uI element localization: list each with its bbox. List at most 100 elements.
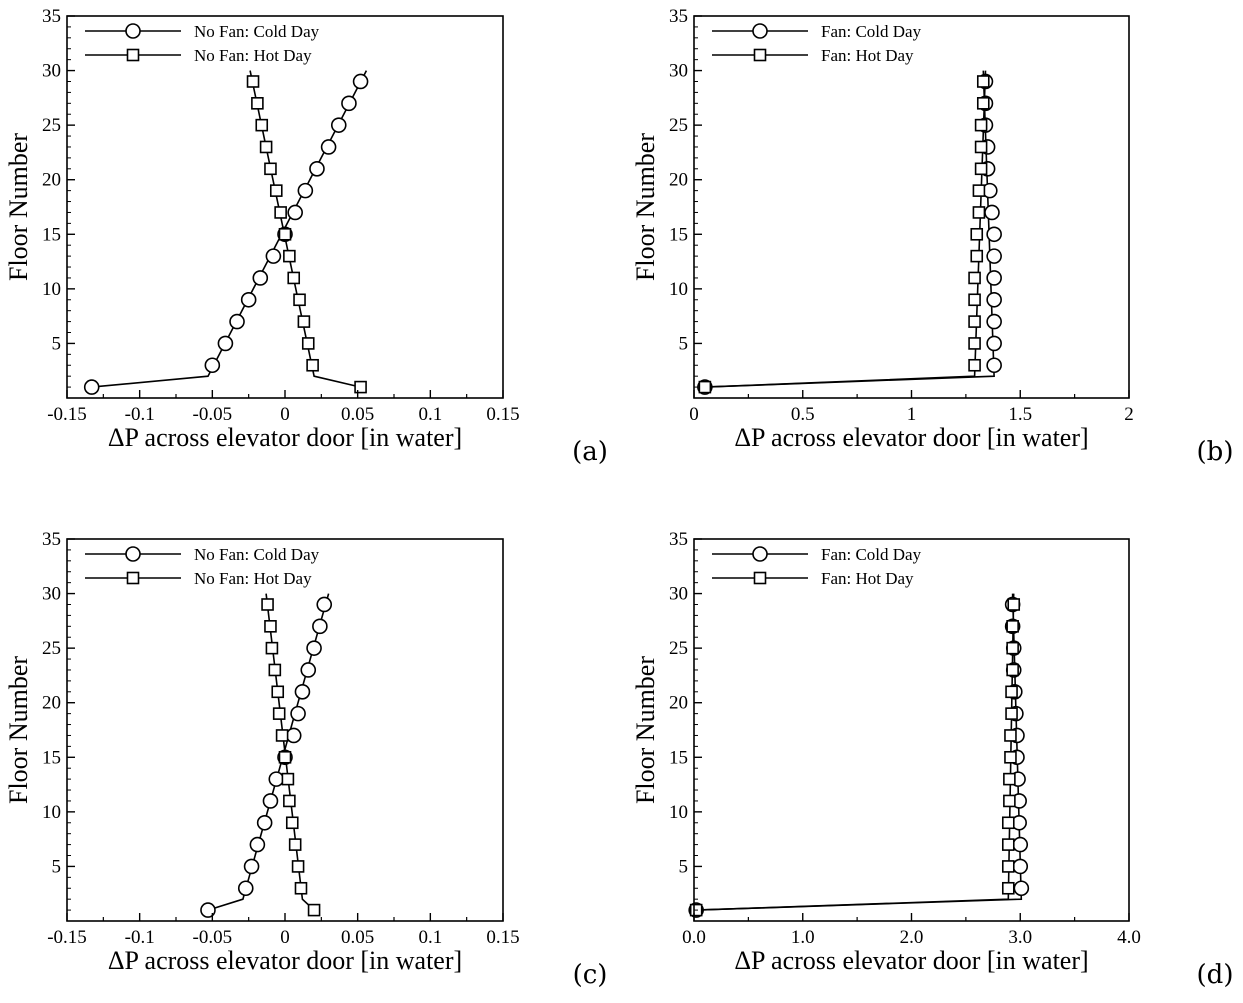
- series-2: [689, 593, 1021, 917]
- data-point: [229, 313, 245, 330]
- series-1: [200, 593, 333, 918]
- x-tick-label: 0.5: [791, 404, 815, 425]
- data-point: [986, 357, 1002, 374]
- data-point: [265, 641, 279, 655]
- data-point: [294, 881, 308, 895]
- data-point: [306, 640, 322, 656]
- x-axis-title: ΔP across elevator door [in water]: [734, 423, 1088, 452]
- data-point: [252, 270, 269, 286]
- data-point: [259, 140, 273, 154]
- y-tick-label: 25: [42, 638, 61, 659]
- data-point: [281, 772, 295, 786]
- legend-entry-label: No Fan: Cold Day: [194, 545, 320, 564]
- data-point: [300, 662, 317, 678]
- data-point: [256, 814, 273, 831]
- data-point: [970, 227, 984, 241]
- y-tick-label: 30: [669, 61, 688, 82]
- data-point: [288, 838, 302, 851]
- data-point: [698, 380, 712, 394]
- data-point: [307, 903, 321, 917]
- data-point: [285, 816, 299, 830]
- y-tick-label: 10: [669, 802, 688, 823]
- series-1: [697, 70, 1002, 395]
- x-tick-label: -0.05: [193, 404, 233, 425]
- data-point: [272, 707, 286, 720]
- data-point: [968, 358, 981, 372]
- y-tick-label: 15: [42, 747, 61, 768]
- legend-entry-label: No Fan: Hot Day: [194, 46, 312, 65]
- data-point: [341, 95, 357, 112]
- data-point: [968, 293, 981, 307]
- chart-panel-4: 0.0 1.0 2.0 3.0 4.0 5 10 15 20 25 30 35 ΔP across el…: [631, 529, 1233, 990]
- legend-marker: [126, 571, 140, 585]
- legend-entry-label: No Fan: Cold Day: [194, 22, 320, 41]
- y-tick-label: 25: [669, 115, 688, 136]
- data-point: [986, 335, 1002, 352]
- data-point: [274, 206, 287, 219]
- data-point: [268, 663, 282, 677]
- y-tick-label: 10: [42, 279, 61, 300]
- data-point: [1001, 816, 1015, 830]
- data-point: [301, 337, 315, 350]
- data-point: [984, 204, 1000, 221]
- data-point: [309, 161, 325, 177]
- data-point: [278, 750, 292, 764]
- y-tick-label: 5: [679, 856, 689, 877]
- data-point: [1006, 620, 1019, 633]
- data-point: [290, 705, 306, 722]
- legend-marker: [753, 571, 767, 585]
- data-point: [986, 313, 1002, 330]
- y-tick-label: 25: [42, 115, 61, 136]
- y-tick-label: 20: [42, 693, 61, 714]
- y-tick-label: 20: [42, 170, 61, 191]
- x-tick-label: 0.0: [682, 927, 706, 948]
- y-tick-label: 20: [669, 170, 688, 191]
- x-tick-label: 2: [1124, 404, 1134, 425]
- x-tick-label: -0.05: [193, 927, 233, 948]
- y-tick-label: 30: [42, 584, 61, 605]
- x-tick-label: 0.15: [486, 927, 519, 948]
- data-point: [330, 117, 347, 133]
- data-point: [297, 315, 311, 328]
- x-tick-label: -0.15: [47, 404, 87, 425]
- x-tick-label: 0: [280, 927, 290, 948]
- y-tick-label: 15: [42, 224, 61, 245]
- x-tick-label: 1: [907, 404, 917, 425]
- data-point: [1005, 707, 1018, 720]
- legend-marker: [752, 23, 768, 39]
- panel-label: (d): [1197, 960, 1234, 990]
- data-point: [200, 902, 216, 918]
- x-tick-label: 0.1: [418, 927, 442, 948]
- y-tick-label: 15: [669, 224, 688, 245]
- series-2: [246, 70, 367, 394]
- legend: No Fan: Cold Day No Fan: Hot Day: [85, 545, 320, 588]
- y-tick-label: 30: [669, 584, 688, 605]
- x-axis-title: ΔP across elevator door [in water]: [108, 946, 462, 975]
- y-tick-label: 15: [669, 747, 688, 768]
- data-point: [204, 357, 221, 374]
- x-tick-label: 3.0: [1008, 927, 1032, 948]
- legend: Fan: Cold Day Fan: Hot Day: [712, 22, 922, 65]
- data-point: [312, 618, 328, 635]
- legend-marker: [753, 48, 767, 62]
- data-point: [976, 75, 990, 88]
- y-tick-label: 20: [669, 693, 688, 714]
- y-tick-label: 35: [669, 529, 688, 550]
- data-point: [237, 880, 254, 897]
- data-point: [1003, 794, 1016, 808]
- data-point: [1003, 772, 1016, 786]
- data-point: [278, 227, 292, 241]
- data-point: [1005, 685, 1018, 699]
- x-tick-label: -0.15: [47, 927, 87, 948]
- panel-label: (b): [1197, 437, 1234, 467]
- chart-panel-3: -0.15 -0.1 -0.05 0 0.05 0.1 0.15 5 10 15 20 25 30 35 Δ…: [4, 529, 607, 990]
- data-point: [217, 335, 234, 352]
- x-tick-label: 0.05: [341, 404, 374, 425]
- data-point: [261, 598, 274, 611]
- series-2: [261, 593, 321, 917]
- data-point: [83, 379, 100, 395]
- data-point: [986, 291, 1002, 308]
- data-point: [287, 271, 301, 285]
- y-tick-label: 25: [669, 638, 688, 659]
